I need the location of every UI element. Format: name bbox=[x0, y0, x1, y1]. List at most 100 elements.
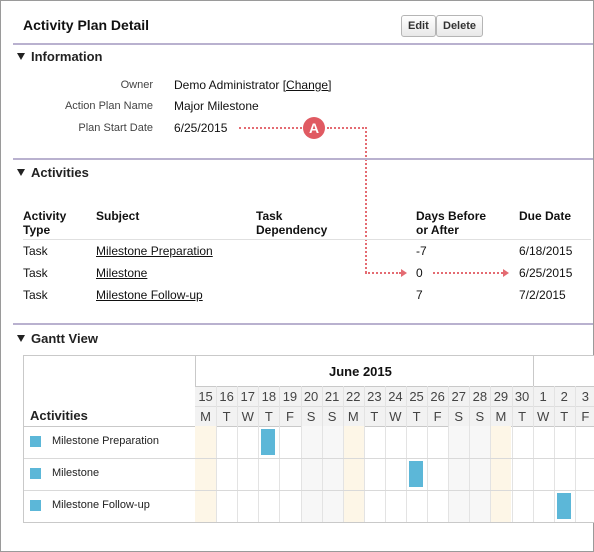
gantt-day-number: 15 bbox=[198, 389, 213, 404]
annotation-dotted-line bbox=[327, 127, 367, 129]
gantt-legend-square-icon bbox=[30, 500, 41, 511]
gantt-day-number: 1 bbox=[539, 389, 547, 404]
cell-due: 6/18/2015 bbox=[519, 244, 573, 258]
gantt-grid-line bbox=[574, 386, 576, 522]
cell-type: Task bbox=[23, 244, 48, 258]
gantt-grid-line bbox=[321, 386, 323, 522]
owner-name: Demo Administrator bbox=[174, 78, 280, 92]
cell-days: 7 bbox=[416, 288, 423, 302]
gantt-grid-line bbox=[553, 386, 555, 522]
gantt-grid-line bbox=[258, 386, 260, 522]
gantt-day-number: 26 bbox=[430, 389, 445, 404]
gantt-grid-line bbox=[490, 386, 492, 522]
cell-type: Task bbox=[23, 288, 48, 302]
owner-change-link[interactable]: [Change] bbox=[282, 78, 332, 92]
gantt-grid-line bbox=[448, 386, 450, 522]
gantt-weekday: M bbox=[495, 409, 507, 424]
gantt-weekday: T bbox=[222, 409, 231, 424]
owner-label: Owner bbox=[120, 79, 153, 91]
gantt-grid-line bbox=[511, 386, 513, 522]
cell-type: Task bbox=[23, 266, 48, 280]
gantt-weekday: S bbox=[475, 409, 485, 424]
plan-start-value: 6/25/2015 bbox=[174, 121, 228, 135]
gantt-grid-line bbox=[406, 386, 407, 522]
gantt-activity-name[interactable]: Milestone Follow-up bbox=[52, 499, 150, 511]
gantt-weekend-column bbox=[321, 426, 343, 522]
gantt-activity-name[interactable]: Milestone Preparation bbox=[52, 435, 160, 447]
gantt-grid-line bbox=[300, 386, 302, 522]
action-plan-value: Major Milestone bbox=[174, 99, 259, 113]
gantt-day-number: 21 bbox=[324, 389, 340, 404]
gantt-monday-column bbox=[490, 426, 512, 522]
page-title: Activity Plan Detail bbox=[23, 17, 150, 33]
gantt-grid-line bbox=[237, 386, 239, 522]
gantt-weekend-column bbox=[448, 426, 470, 522]
gantt-day-number: 30 bbox=[514, 389, 530, 404]
gantt-weekday: T bbox=[264, 409, 273, 424]
owner-value: Demo Administrator [Change] bbox=[174, 78, 331, 92]
gantt-section-header[interactable]: Gantt View bbox=[17, 331, 98, 346]
gantt-grid-line bbox=[384, 386, 386, 522]
cell-subject-link[interactable]: Milestone Preparation bbox=[96, 244, 213, 258]
gantt-grid-line bbox=[195, 386, 594, 387]
annotation-dotted-line bbox=[365, 272, 401, 274]
gantt-activity-name[interactable]: Milestone bbox=[52, 467, 100, 479]
gantt-weekday: S bbox=[327, 409, 337, 424]
gantt-monday-column bbox=[195, 426, 217, 522]
gantt-day-number: 19 bbox=[282, 389, 298, 404]
gantt-month-divider bbox=[532, 356, 534, 386]
gantt-day-number: 25 bbox=[409, 389, 424, 404]
annotation-arrow-icon bbox=[503, 269, 509, 277]
gantt-month-label: June 2015 bbox=[329, 364, 392, 379]
activities-section-header[interactable]: Activities bbox=[17, 165, 89, 180]
gantt-weekday: T bbox=[560, 409, 569, 424]
gantt-grid-line bbox=[427, 386, 429, 522]
gantt-weekday: W bbox=[389, 409, 402, 424]
gantt-weekday: M bbox=[347, 409, 359, 424]
gantt-task-bar[interactable] bbox=[261, 429, 276, 455]
annotation-dotted-line bbox=[433, 272, 503, 274]
collapse-triangle-icon bbox=[17, 169, 25, 176]
col-task-dependency: Task Dependency bbox=[256, 209, 328, 237]
gantt-day-number: 22 bbox=[346, 389, 361, 404]
gantt-weekday: W bbox=[537, 409, 550, 424]
gantt-day-number: 23 bbox=[367, 389, 382, 404]
cell-due: 7/2/2015 bbox=[519, 288, 566, 302]
annotation-dotted-line bbox=[365, 127, 367, 273]
gantt-weekday: T bbox=[412, 409, 421, 424]
cell-subject-link[interactable]: Milestone Follow-up bbox=[96, 288, 203, 302]
gantt-activities-label: Activities bbox=[30, 408, 88, 423]
gantt-weekday: F bbox=[285, 409, 294, 424]
annotation-a-badge: A bbox=[303, 117, 325, 139]
cell-days: 0 bbox=[416, 266, 423, 280]
plan-start-label: Plan Start Date bbox=[78, 122, 153, 134]
edit-button[interactable]: Edit bbox=[401, 15, 436, 37]
gantt-grid-line bbox=[532, 386, 534, 522]
collapse-triangle-icon bbox=[17, 335, 25, 342]
gantt-chart: Activities June 2015 15 M 16 T 17 W 18 T 19 F 20 S 2… bbox=[23, 355, 594, 523]
col-subject: Subject bbox=[96, 209, 140, 223]
information-heading: Information bbox=[31, 49, 103, 64]
gantt-weekday: M bbox=[200, 409, 211, 424]
gantt-day-number: 27 bbox=[451, 389, 466, 404]
col-activity-type: Activity Type bbox=[23, 209, 67, 237]
gantt-day-number: 3 bbox=[581, 389, 589, 404]
gantt-day-number: 28 bbox=[472, 389, 488, 404]
collapse-triangle-icon bbox=[17, 53, 25, 60]
delete-button[interactable]: Delete bbox=[436, 15, 484, 37]
gantt-task-bar[interactable] bbox=[556, 493, 571, 519]
gantt-monday-column bbox=[342, 426, 364, 522]
information-section-header[interactable]: Information bbox=[17, 49, 103, 64]
cell-subject-link[interactable]: Milestone bbox=[96, 266, 148, 280]
gantt-task-bar[interactable] bbox=[409, 461, 423, 487]
gantt-day-number: 2 bbox=[560, 389, 568, 404]
gantt-grid-line bbox=[342, 386, 344, 522]
gantt-day-number: 24 bbox=[388, 389, 403, 404]
gantt-weekday: T bbox=[370, 409, 379, 424]
section-divider bbox=[13, 158, 593, 160]
gantt-weekday: F bbox=[581, 409, 590, 424]
cell-days: -7 bbox=[416, 244, 427, 258]
gantt-day-number: 18 bbox=[261, 389, 277, 404]
gantt-heading: Gantt View bbox=[31, 331, 98, 346]
